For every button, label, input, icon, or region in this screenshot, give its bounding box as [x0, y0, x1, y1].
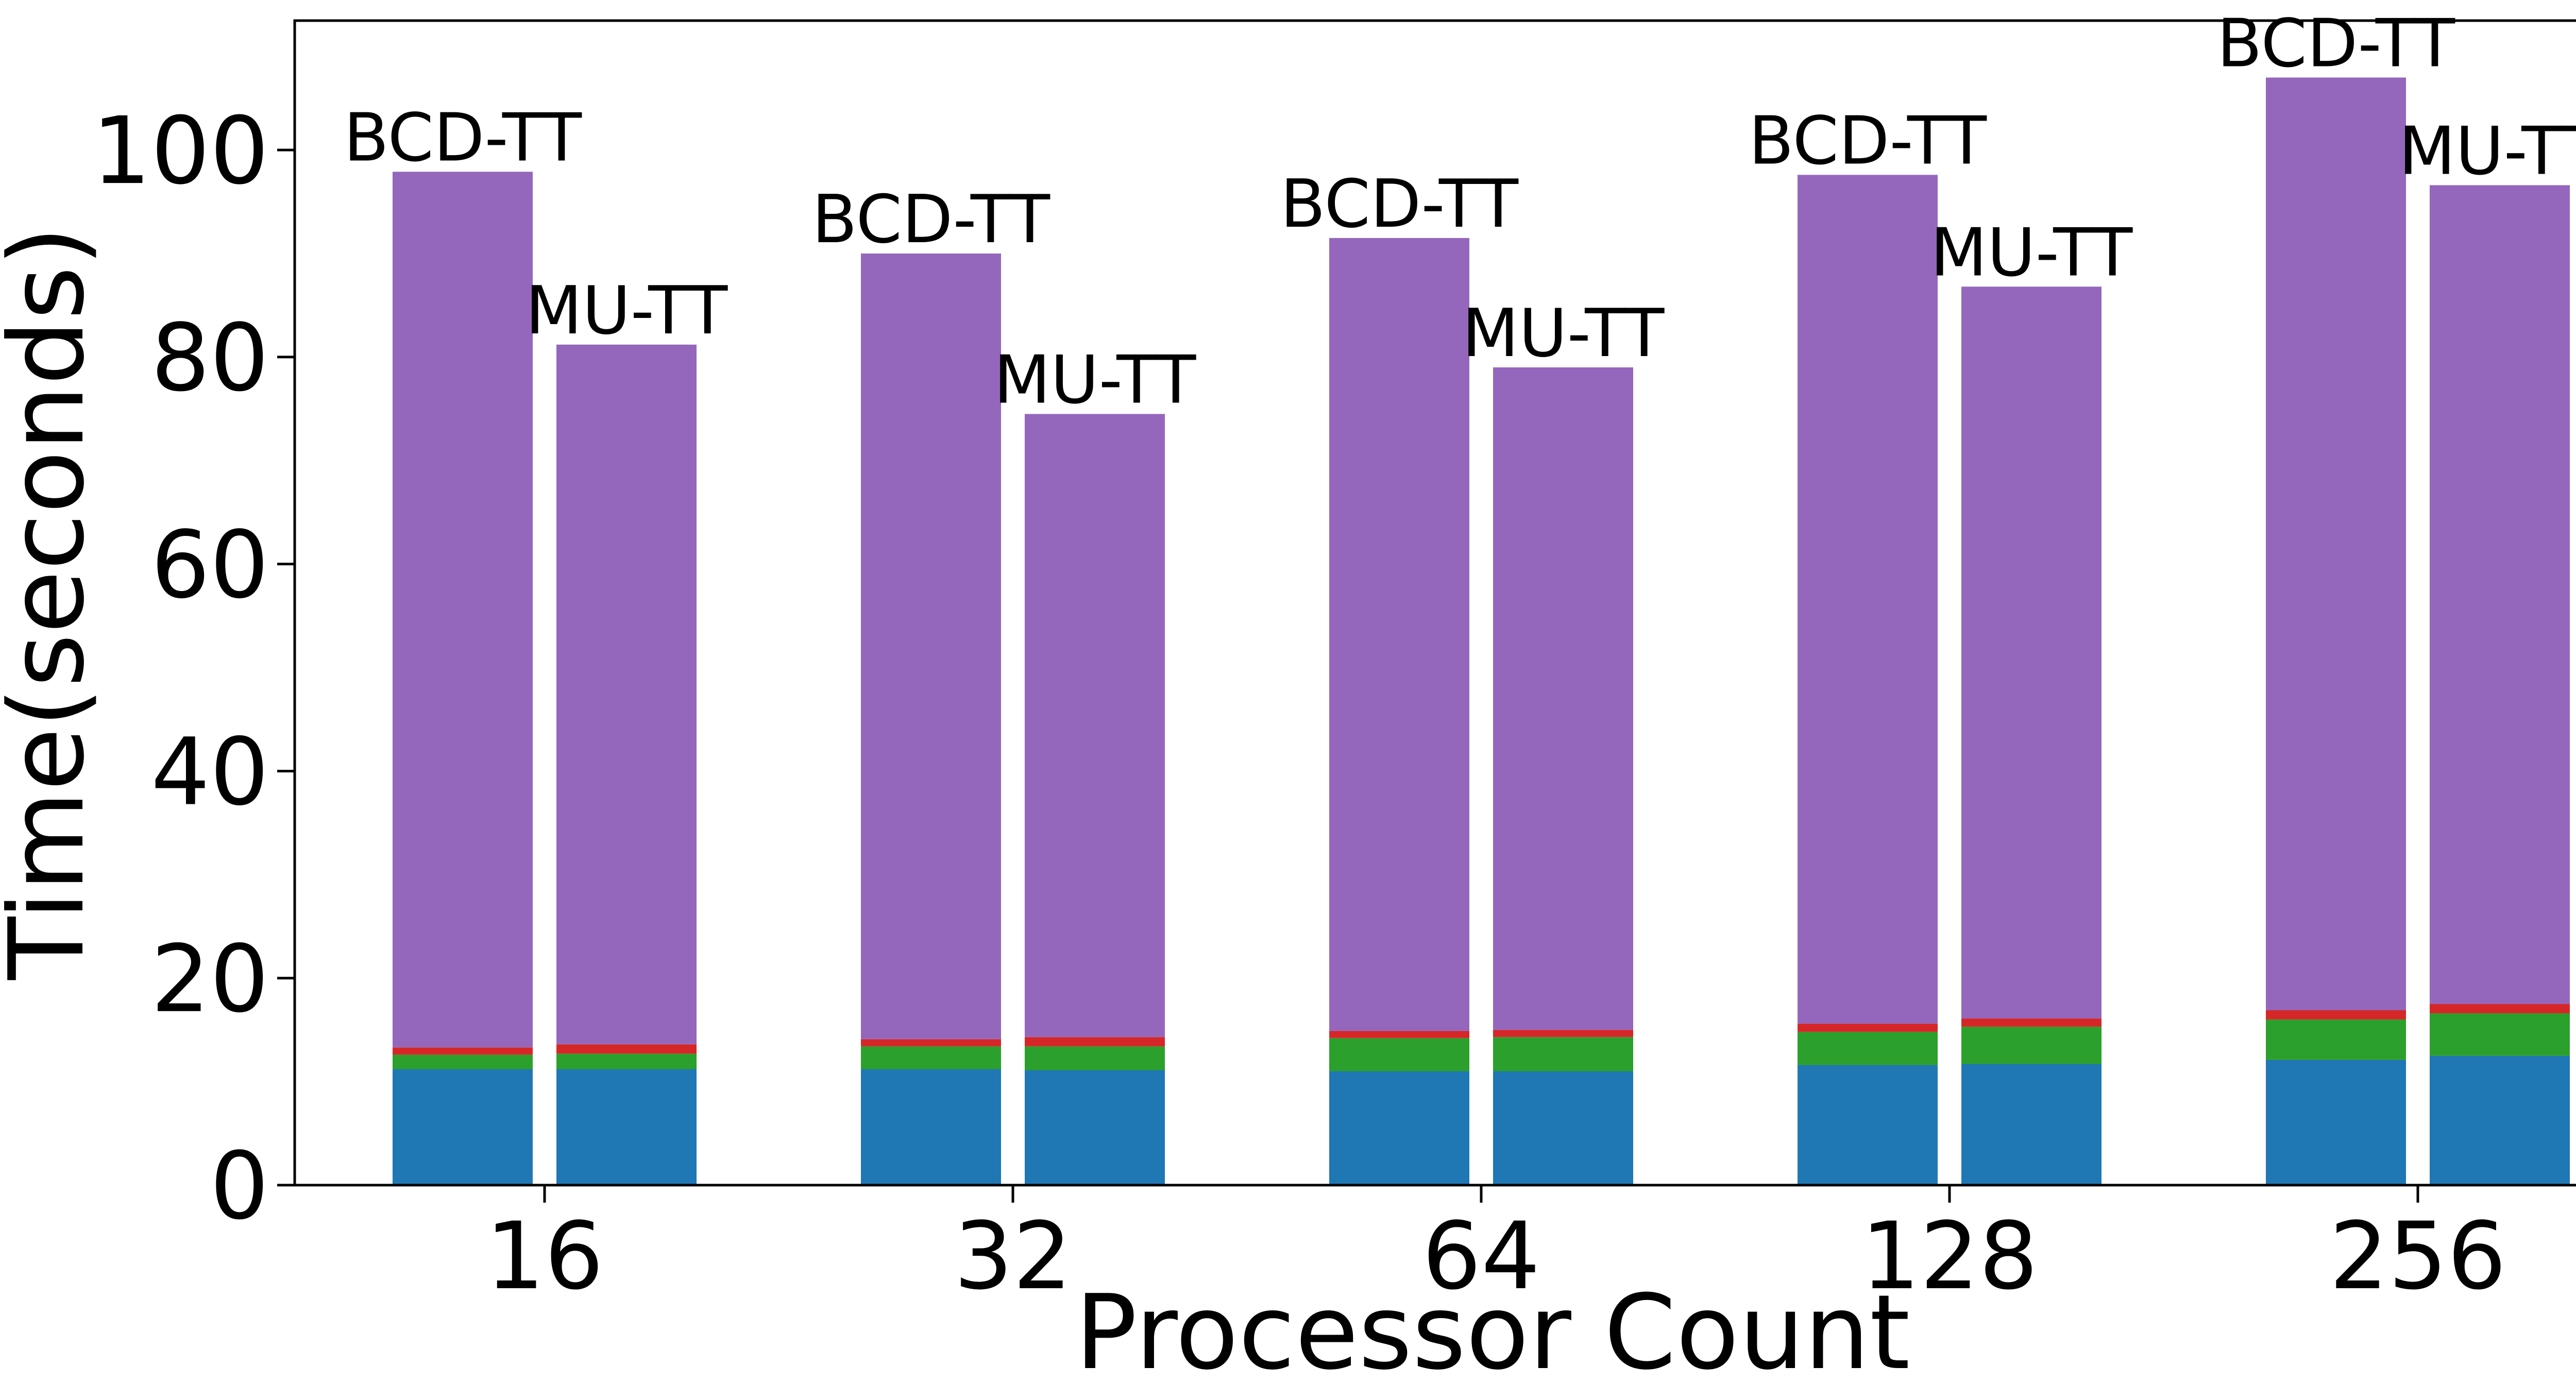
bar-label-32-mu-tt: MU-TT [994, 342, 1197, 418]
x-axis: 16 32 64 128 256 [485, 1185, 2506, 1310]
bar-segment-32-bcd-tt-purple [861, 254, 1001, 1039]
bar-segment-32-mu-tt-green [1025, 1046, 1165, 1071]
bar-segment-64-mu-tt-green [1493, 1037, 1633, 1072]
bar-segment-16-bcd-tt-green [393, 1054, 533, 1070]
bar-segment-32-mu-tt-red [1025, 1037, 1165, 1047]
bar-label-64-bcd-tt: BCD-TT [1280, 166, 1519, 243]
bar-segment-64-bcd-tt-purple [1329, 238, 1469, 1031]
bar-segment-16-mu-tt-green [556, 1053, 697, 1070]
bar-labels-layer: BCD-TT MU-TT BCD-TT MU-TT BCD-TT MU-TT BCD-TT M… [344, 5, 2576, 418]
y-tick-label-60: 60 [151, 512, 269, 619]
bar-segment-32-bcd-tt-blue [861, 1069, 1001, 1185]
bar-segment-128-bcd-tt-red [1798, 1023, 1938, 1032]
bar-segment-128-mu-tt-blue [1961, 1064, 2102, 1185]
bar-segment-64-bcd-tt-blue [1329, 1071, 1469, 1185]
bar-segment-256-mu-tt-red [2430, 1004, 2570, 1014]
bar-segment-32-bcd-tt-green [861, 1046, 1001, 1070]
bar-segment-128-bcd-tt-green [1798, 1032, 1938, 1065]
y-axis-title: Time(seconds) [0, 226, 107, 981]
bar-label-64-mu-tt: MU-TT [1462, 295, 1665, 372]
bar-segment-16-bcd-tt-purple [393, 172, 533, 1048]
bar-segment-128-bcd-tt-blue [1798, 1065, 1938, 1185]
bars-layer [393, 77, 2570, 1185]
y-tick-label-0: 0 [210, 1133, 269, 1240]
bar-segment-256-mu-tt-green [2430, 1013, 2570, 1056]
y-tick-label-20: 20 [151, 925, 269, 1033]
y-tick-label-100: 100 [92, 97, 269, 205]
bar-segment-32-mu-tt-purple [1025, 414, 1165, 1037]
bar-label-128-mu-tt: MU-TT [1930, 214, 2133, 291]
bar-segment-64-bcd-tt-green [1329, 1038, 1469, 1072]
bar-label-128-bcd-tt: BCD-TT [1749, 103, 1987, 179]
bar-segment-16-bcd-tt-red [393, 1047, 533, 1055]
bar-segment-256-bcd-tt-blue [2266, 1059, 2406, 1185]
bar-segment-64-mu-tt-blue [1493, 1071, 1633, 1185]
bar-segment-16-bcd-tt-blue [393, 1069, 533, 1185]
bar-segment-256-bcd-tt-green [2266, 1019, 2406, 1060]
y-tick-label-40: 40 [151, 718, 269, 826]
x-tick-label-64: 64 [1422, 1203, 1540, 1310]
bar-segment-128-mu-tt-red [1961, 1018, 2102, 1027]
y-axis: 0 20 40 60 80 100 [92, 97, 295, 1240]
bar-segment-128-mu-tt-green [1961, 1026, 2102, 1064]
y-tick-label-80: 80 [151, 305, 269, 412]
x-tick-label-128: 128 [1861, 1203, 2038, 1310]
bar-label-256-bcd-tt: BCD-TT [2217, 5, 2455, 82]
x-tick-label-16: 16 [485, 1203, 603, 1310]
bar-segment-64-mu-tt-purple [1493, 367, 1633, 1030]
bar-label-32-bcd-tt: BCD-TT [812, 181, 1050, 258]
bar-segment-16-mu-tt-red [556, 1044, 697, 1054]
bar-segment-256-mu-tt-purple [2430, 185, 2570, 1004]
plot-area-frame [293, 19, 2576, 1187]
bar-segment-64-bcd-tt-red [1329, 1031, 1469, 1038]
bar-segment-128-bcd-tt-purple [1798, 175, 1938, 1024]
bar-segment-16-mu-tt-blue [556, 1069, 697, 1185]
bar-segment-256-bcd-tt-red [2266, 1010, 2406, 1020]
bar-segment-128-mu-tt-purple [1961, 286, 2102, 1019]
x-axis-title: Processor Count [1075, 1273, 1910, 1393]
bar-label-16-bcd-tt: BCD-TT [344, 99, 582, 176]
bar-label-256-mu-tt: MU-TT [2399, 113, 2576, 190]
bar-segment-256-bcd-tt-purple [2266, 77, 2406, 1010]
bar-segment-32-bcd-tt-red [861, 1039, 1001, 1047]
bar-segment-32-mu-tt-blue [1025, 1070, 1165, 1185]
bar-segment-64-mu-tt-red [1493, 1030, 1633, 1037]
x-tick-label-32: 32 [954, 1203, 1072, 1310]
bar-segment-256-mu-tt-blue [2430, 1055, 2570, 1185]
bar-segment-16-mu-tt-purple [556, 344, 697, 1044]
x-tick-label-256: 256 [2329, 1203, 2506, 1310]
bar-label-16-mu-tt: MU-TT [526, 273, 728, 349]
